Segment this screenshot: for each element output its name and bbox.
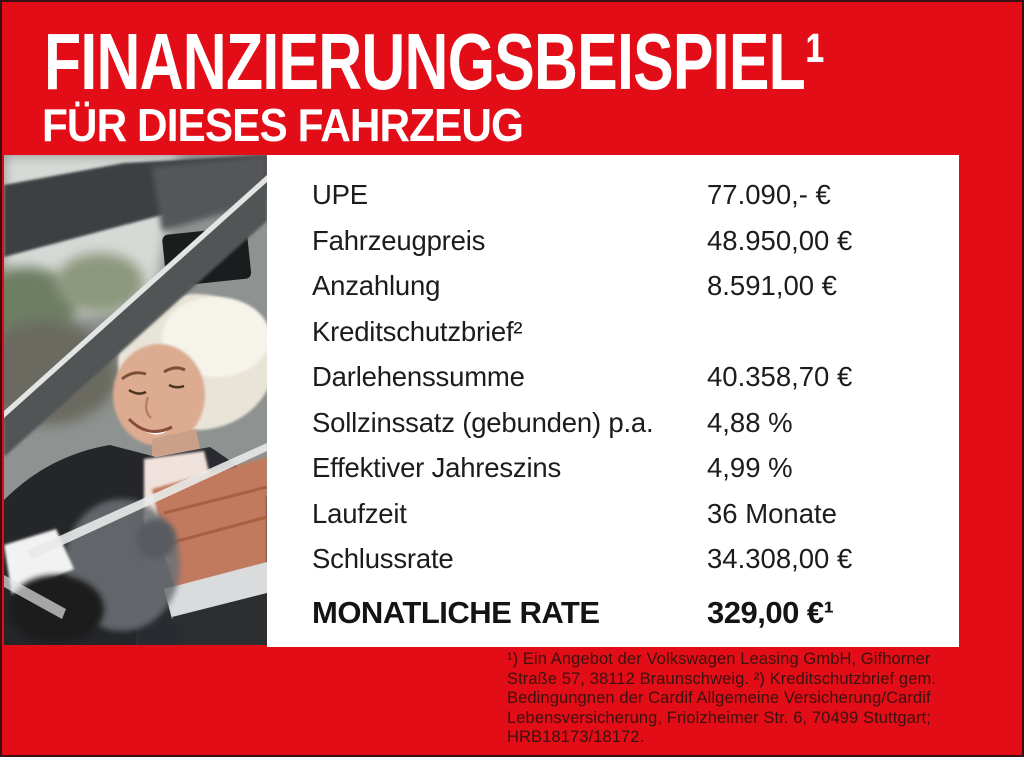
footnote-line: HRB18173/18172. bbox=[507, 728, 645, 747]
row-label: Effektiver Jahreszins bbox=[312, 452, 562, 483]
table-row-laufzeit: Laufzeit 36 Monate bbox=[312, 491, 939, 537]
row-value: 48.950,00 € bbox=[707, 224, 853, 256]
row-label: Fahrzeugpreis bbox=[312, 224, 486, 256]
footnote-line: Straße 57, 38112 Braunschweig. ²) Kredit… bbox=[507, 669, 937, 688]
row-label: UPE bbox=[312, 179, 368, 210]
table-row-sollzinssatz: Sollzinssatz (gebunden) p.a. 4,88 % bbox=[312, 400, 939, 446]
row-label: Darlehenssumme bbox=[312, 361, 525, 392]
row-label: Schlussrate bbox=[312, 543, 454, 574]
table-row-fahrzeugpreis: Fahrzeugpreis 48.950,00 € bbox=[312, 218, 939, 264]
row-value: 8.591,00 € bbox=[707, 270, 837, 301]
row-value: 36 Monate bbox=[707, 497, 837, 529]
row-value: 4,88 % bbox=[707, 406, 793, 438]
financing-panel: UPE 77.090,- € Fahrzeugpreis 48.950,00 €… bbox=[267, 155, 959, 647]
financing-table: UPE 77.090,- € Fahrzeugpreis 48.950,00 €… bbox=[312, 172, 939, 640]
row-value: 77.090,- € bbox=[707, 179, 831, 210]
row-label: Sollzinssatz (gebunden) p.a. bbox=[312, 406, 654, 438]
table-row-effektiver-jahreszins: Effektiver Jahreszins 4,99 % bbox=[312, 445, 939, 491]
row-value: 40.358,70 € bbox=[707, 361, 853, 392]
footnote-line: ¹) Ein Angebot der Volkswagen Leasing Gm… bbox=[507, 650, 931, 668]
footnote-line: Bedingungnen der Cardif Allgemeine Versi… bbox=[507, 689, 931, 708]
page-subtitle: FÜR DIESES FAHRZEUG bbox=[42, 99, 524, 151]
headline-block: FINANZIERUNGSBEISPIEL¹ FÜR DIESES FAHRZE… bbox=[42, 17, 1024, 151]
row-label: Anzahlung bbox=[312, 270, 441, 301]
table-row-schlussrate: Schlussrate 34.308,00 € bbox=[312, 536, 939, 582]
legal-footnote: ¹) Ein Angebot der Volkswagen Leasing Gm… bbox=[507, 650, 977, 748]
footnote-line: Lebensversicherung, Friolzheimer Str. 6,… bbox=[507, 708, 931, 727]
monthly-rate-row: MONATLICHE RATE 329,00 €¹ bbox=[312, 586, 939, 640]
row-label: Laufzeit bbox=[312, 497, 407, 529]
row-value: 34.308,00 € bbox=[707, 543, 853, 574]
table-row-darlehenssumme: Darlehenssumme 40.358,70 € bbox=[312, 354, 939, 400]
table-row-upe: UPE 77.090,- € bbox=[312, 172, 939, 218]
monthly-rate-value: 329,00 €¹ bbox=[707, 594, 834, 630]
row-label: Kreditschutzbrief² bbox=[312, 315, 523, 347]
car-woman-photo-illustration bbox=[4, 155, 267, 645]
row-value: 4,99 % bbox=[707, 452, 793, 483]
car-woman-photo bbox=[4, 155, 267, 645]
monthly-rate-label: MONATLICHE RATE bbox=[312, 594, 600, 630]
table-row-kreditschutzbrief: Kreditschutzbrief² bbox=[312, 309, 939, 355]
page-title: FINANZIERUNGSBEISPIEL¹ bbox=[44, 17, 825, 106]
table-row-anzahlung: Anzahlung 8.591,00 € bbox=[312, 263, 939, 309]
